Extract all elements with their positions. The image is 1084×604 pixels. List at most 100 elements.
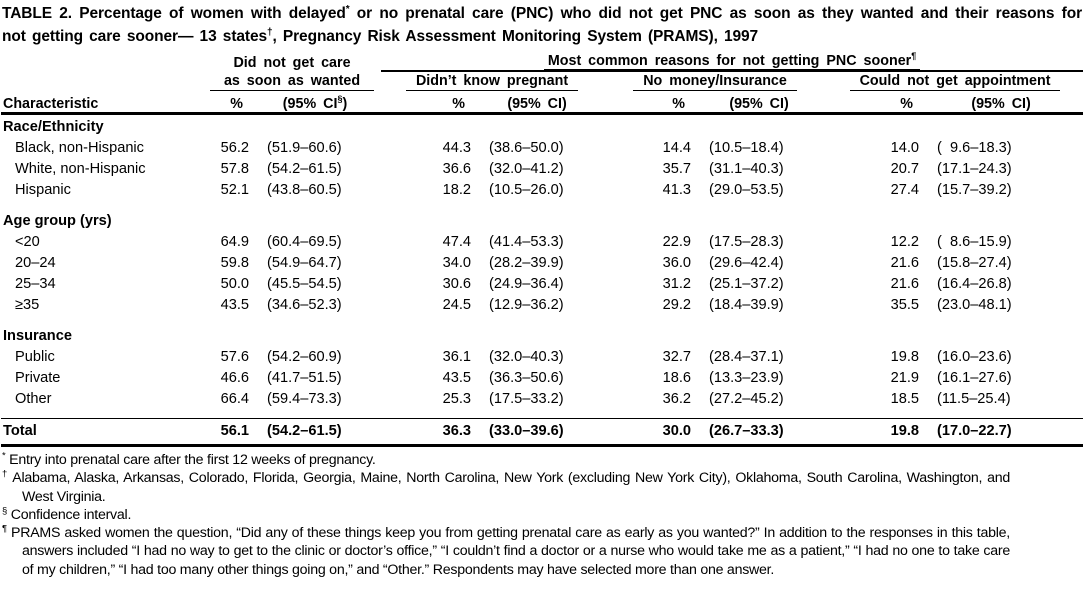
footnote: † Alabama, Alaska, Arkansas, Colorado, F…: [2, 468, 1010, 505]
ci-value: (34.6–52.3): [267, 297, 342, 313]
column-header-ci: (95% CI): [919, 91, 1084, 115]
column-group-could-not-get-appointment: Could not get appointment: [827, 71, 1083, 91]
footnotes: * Entry into prenatal care after the fir…: [2, 451, 1010, 579]
row-label: 25–34: [15, 276, 56, 292]
pct-value: 36.1: [442, 349, 472, 365]
column-header-characteristic: Characteristic: [1, 51, 203, 115]
footnote: ¶ PRAMS asked women the question, “Did a…: [2, 523, 1010, 578]
table-row: Hispanic 52.1 (43.8–60.5) 18.2 (10.5–26.0) 41…: [1, 180, 1083, 201]
ci-value: (11.5–25.4): [937, 391, 1011, 407]
ci-value: (10.5–26.0): [489, 182, 564, 198]
ci-value: (17.1–24.3): [937, 161, 1012, 177]
ci-value: (17.5–33.2): [489, 391, 564, 407]
pct-value: 21.6: [890, 255, 920, 271]
pct-value: 50.0: [220, 276, 249, 292]
table-row: Black, non-Hispanic 56.2 (51.9–60.6) 44.3 (3…: [1, 138, 1083, 159]
ci-value: (32.0–41.2): [489, 161, 564, 177]
row-label: White, non-Hispanic: [15, 161, 146, 177]
spacer-cell: [1, 201, 1083, 209]
pct-value: 14.0: [890, 140, 920, 156]
spacer-cell: [1, 316, 1083, 324]
ci-value: (17.5–28.3): [709, 234, 784, 250]
ci-value: (32.0–40.3): [489, 349, 564, 365]
table-row: Total 56.1 (54.2–61.5) 36.3 (33.0–39.6) 30.0(…: [1, 418, 1084, 447]
pct-value: 21.6: [890, 276, 920, 292]
section-header-row: Insurance: [1, 324, 1083, 347]
spacer-row: [1, 410, 1083, 419]
table-row: ≥35 43.5 (34.6–52.3) 24.5 (12.9–36.2) 29.2 (18…: [1, 295, 1083, 316]
pct-value: 20.7: [890, 161, 920, 177]
ci-value: (12.9–36.2): [489, 297, 564, 313]
table-body: Race/Ethnicity Black, non-Hispanic 56.2 (51…: [1, 114, 1084, 447]
ci-value: (33.0–39.6): [471, 418, 604, 447]
column-header-percent: %: [827, 91, 920, 115]
ci-value: (51.9–60.6): [267, 140, 342, 156]
row-label: Private: [15, 370, 61, 386]
footnote-marker: *: [2, 450, 6, 462]
pct-value: 57.8: [220, 161, 249, 177]
pct-value: 22.9: [662, 234, 692, 250]
footnote: § Confidence interval.: [2, 505, 132, 523]
pct-value: 47.4: [442, 234, 472, 250]
column-group-no-money-insurance: No money/Insurance: [603, 71, 827, 91]
pct-value: 46.6: [220, 370, 249, 386]
column-header-percent: %: [203, 91, 249, 115]
pct-value: 14.4: [662, 140, 692, 156]
row-label: 20–24: [15, 255, 56, 271]
ci-value: (54.2–61.5): [267, 161, 342, 177]
pct-value: 30.0: [603, 418, 692, 447]
column-group-most-common-reasons: Most common reasons for not getting PNC …: [381, 51, 1084, 72]
table-title: TABLE 2. Percentage of women with delaye…: [0, 0, 1084, 51]
ci-value: (45.5–54.5): [267, 276, 342, 292]
row-label: Other: [15, 391, 52, 407]
pct-value: 19.8: [827, 418, 920, 447]
ci-value: (17.0–22.7): [919, 418, 1084, 447]
pct-value: 30.6: [442, 276, 472, 292]
column-header-ci: (95% CI): [471, 91, 604, 115]
ci-value: (23.0–48.1): [937, 297, 1012, 313]
table-row: White, non-Hispanic 57.8 (54.2–61.5) 36.6 (3…: [1, 159, 1083, 180]
table-row: 25–34 50.0 (45.5–54.5) 30.6 (24.9–36.4) 31.2 (…: [1, 274, 1083, 295]
column-header-ci: (95% CI): [691, 91, 828, 115]
column-group-did-not-get-care: Did not get care: [233, 55, 351, 71]
table-row: Public 57.6 (54.2–60.9) 36.1 (32.0–40.3) 32.7…: [1, 347, 1083, 368]
ci-value: (26.7–33.3): [691, 418, 828, 447]
footnote-marker-pilcrow: ¶: [911, 51, 917, 62]
pct-value: 57.6: [220, 349, 249, 365]
ci-value: (15.8–27.4): [937, 255, 1012, 271]
ci-value: (25.1–37.2): [709, 276, 784, 292]
spacer-cell: [1, 410, 1083, 419]
pct-value: 56.2: [220, 140, 249, 156]
pct-value: 12.2: [890, 234, 920, 250]
row-label: Public: [15, 349, 55, 365]
pct-value: 52.1: [220, 182, 249, 198]
column-header-percent: %: [603, 91, 692, 115]
ci-value: (54.2–61.5): [249, 418, 382, 447]
pct-value: 27.4: [890, 182, 920, 198]
pct-value: 56.1: [203, 418, 249, 447]
column-header-percent: %: [381, 91, 472, 115]
table-header: Characteristic Did not get care Most com…: [1, 51, 1084, 115]
pct-value: 24.5: [442, 297, 472, 313]
table-row: <20 64.9 (60.4–69.5) 47.4 (41.4–53.3) 22.9 (17…: [1, 232, 1083, 253]
ci-value: (54.9–64.7): [267, 255, 342, 271]
pct-value: 36.6: [442, 161, 472, 177]
title-text: or no prenatal care (PNC) who did not ge…: [2, 5, 1082, 45]
pct-value: 18.5: [890, 391, 920, 407]
footnote-marker-dagger: †: [267, 26, 273, 38]
ci-value: (16.1–27.6): [937, 370, 1012, 386]
column-group-didnt-know-pregnant: Didn’t know pregnant: [381, 71, 603, 91]
spacer-row: [1, 201, 1083, 209]
footnote-marker: †: [2, 468, 9, 480]
ci-value: (41.4–53.3): [489, 234, 564, 250]
pct-value: 35.7: [662, 161, 692, 177]
pct-value: 32.7: [662, 349, 692, 365]
ci-value: (41.7–51.5): [267, 370, 342, 386]
ci-value: (24.9–36.4): [489, 276, 564, 292]
pct-value: 21.9: [890, 370, 920, 386]
pct-value: 18.2: [442, 182, 472, 198]
pct-value: 36.0: [662, 255, 692, 271]
ci-value: (29.0–53.5): [709, 182, 784, 198]
ci-value: (31.1–40.3): [709, 161, 784, 177]
